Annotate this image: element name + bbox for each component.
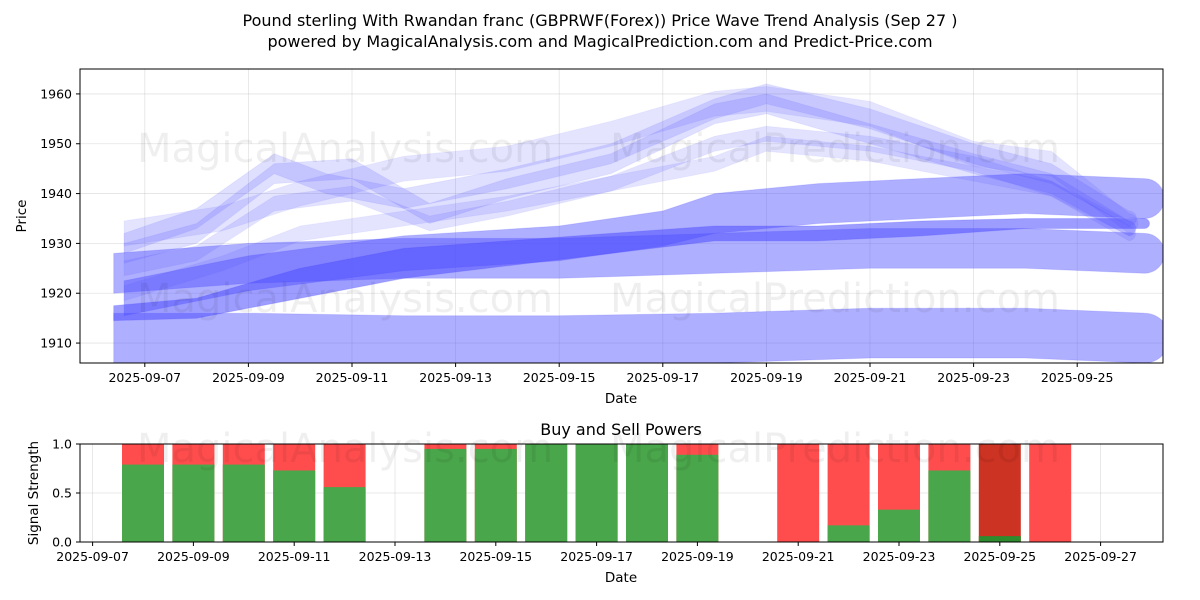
price-plot-frame xyxy=(79,68,1164,364)
buy-bar-2025-09-15 xyxy=(474,448,517,542)
buy-bar-2025-09-22 xyxy=(827,525,870,542)
chart-title-line2: powered by MagicalAnalysis.com and Magic… xyxy=(267,32,932,51)
watermark-bottom-left: MagicalAnalysis.com xyxy=(137,426,553,472)
price-wave-bands xyxy=(113,83,1163,363)
price-x-axis-label: Date xyxy=(605,391,637,407)
signal-y-tick-label: 1.0 xyxy=(52,437,72,452)
buy-bar-2025-09-25 xyxy=(978,536,1021,542)
buy-bar-2025-09-10 xyxy=(222,464,265,542)
price-y-tick-label: 1940 xyxy=(40,186,72,201)
price-x-ticks: 2025-09-07 2025-09-09 2025-09-11 2025-09-13… xyxy=(108,363,1114,385)
signal-x-axis-label: Date xyxy=(605,570,637,586)
buy-bar-2025-09-16 xyxy=(525,444,568,542)
price-band-wave-d xyxy=(123,85,1139,247)
watermark-top-left: MagicalAnalysis.com xyxy=(137,126,553,172)
price-band-wave-b xyxy=(123,93,1137,264)
price-y-ticks: 1910 1920 1930 1940 1950 1960 xyxy=(40,86,80,351)
signal-x-tick-label: 2025-09-13 xyxy=(359,549,432,564)
watermark-bottom-right: MagicalPrediction.com xyxy=(610,426,1060,472)
price-x-tick-label: 2025-09-13 xyxy=(419,370,492,385)
price-x-tick-label: 2025-09-21 xyxy=(834,370,907,385)
sell-bar-2025-09-25 xyxy=(978,444,1021,542)
price-y-axis-label: Price xyxy=(14,200,30,233)
signal-x-tick-label: 2025-09-11 xyxy=(258,549,331,564)
price-x-tick-label: 2025-09-15 xyxy=(523,370,596,385)
price-y-tick-label: 1950 xyxy=(40,136,72,151)
price-x-tick-label: 2025-09-23 xyxy=(937,370,1010,385)
chart-title-line1: Pound sterling With Rwandan franc (GBPRW… xyxy=(243,11,958,30)
buy-bar-2025-09-09 xyxy=(172,464,215,542)
signal-y-tick-label: 0.5 xyxy=(52,486,72,501)
watermark-top-right: MagicalPrediction.com xyxy=(610,126,1060,172)
buy-bar-2025-09-14 xyxy=(424,448,467,542)
buy-bar-2025-09-11 xyxy=(273,470,316,542)
price-y-tick-label: 1920 xyxy=(40,286,72,301)
price-band-core xyxy=(113,218,1150,322)
signal-x-tick-label: 2025-09-09 xyxy=(157,549,230,564)
price-x-tick-label: 2025-09-11 xyxy=(316,370,389,385)
price-y-tick-label: 1960 xyxy=(40,86,72,101)
price-x-tick-label: 2025-09-09 xyxy=(212,370,285,385)
signal-x-tick-label: 2025-09-25 xyxy=(963,549,1036,564)
price-x-tick-label: 2025-09-19 xyxy=(730,370,803,385)
signal-x-tick-label: 2025-09-27 xyxy=(1064,549,1137,564)
buy-bar-2025-09-19 xyxy=(676,454,719,542)
signal-x-tick-label: 2025-09-23 xyxy=(863,549,936,564)
price-band-lower-wide xyxy=(113,307,1163,363)
signal-x-tick-label: 2025-09-15 xyxy=(459,549,532,564)
signal-x-tick-label: 2025-09-19 xyxy=(661,549,734,564)
sell-bar-2025-09-21 xyxy=(777,444,820,542)
buy-bar-2025-09-17 xyxy=(575,444,618,542)
signal-chart-title: Buy and Sell Powers xyxy=(540,420,702,439)
price-band-wave-e xyxy=(123,135,1137,302)
signal-x-ticks: 2025-09-07 2025-09-09 2025-09-11 2025-09-13… xyxy=(56,542,1137,564)
signal-y-axis-label: Signal Strength xyxy=(26,441,42,545)
signal-y-tick-label: 0.0 xyxy=(52,535,72,550)
price-x-tick-label: 2025-09-25 xyxy=(1041,370,1114,385)
buy-bar-2025-09-18 xyxy=(626,444,668,542)
price-y-tick-label: 1910 xyxy=(40,336,72,351)
buy-bar-2025-09-24 xyxy=(928,470,971,542)
signal-bars xyxy=(122,444,1072,542)
buy-bar-2025-09-23 xyxy=(878,509,920,542)
sell-bar-2025-09-26 xyxy=(1029,444,1072,542)
watermark-mid-right: MagicalPrediction.com xyxy=(610,276,1060,322)
price-band-wave-a xyxy=(123,83,1137,255)
price-y-tick-label: 1930 xyxy=(40,236,72,251)
signal-y-ticks: 0.0 0.5 1.0 xyxy=(52,437,80,550)
price-band-wave-c xyxy=(123,125,1137,277)
watermark-mid-left: MagicalAnalysis.com xyxy=(137,276,553,322)
signal-x-tick-label: 2025-09-17 xyxy=(560,549,633,564)
buy-bar-2025-09-08 xyxy=(122,464,164,542)
buy-bar-2025-09-12 xyxy=(323,487,366,542)
price-x-tick-label: 2025-09-17 xyxy=(626,370,699,385)
signal-x-tick-label: 2025-09-07 xyxy=(56,549,129,564)
signal-x-tick-label: 2025-09-21 xyxy=(762,549,835,564)
price-x-tick-label: 2025-09-07 xyxy=(108,370,181,385)
